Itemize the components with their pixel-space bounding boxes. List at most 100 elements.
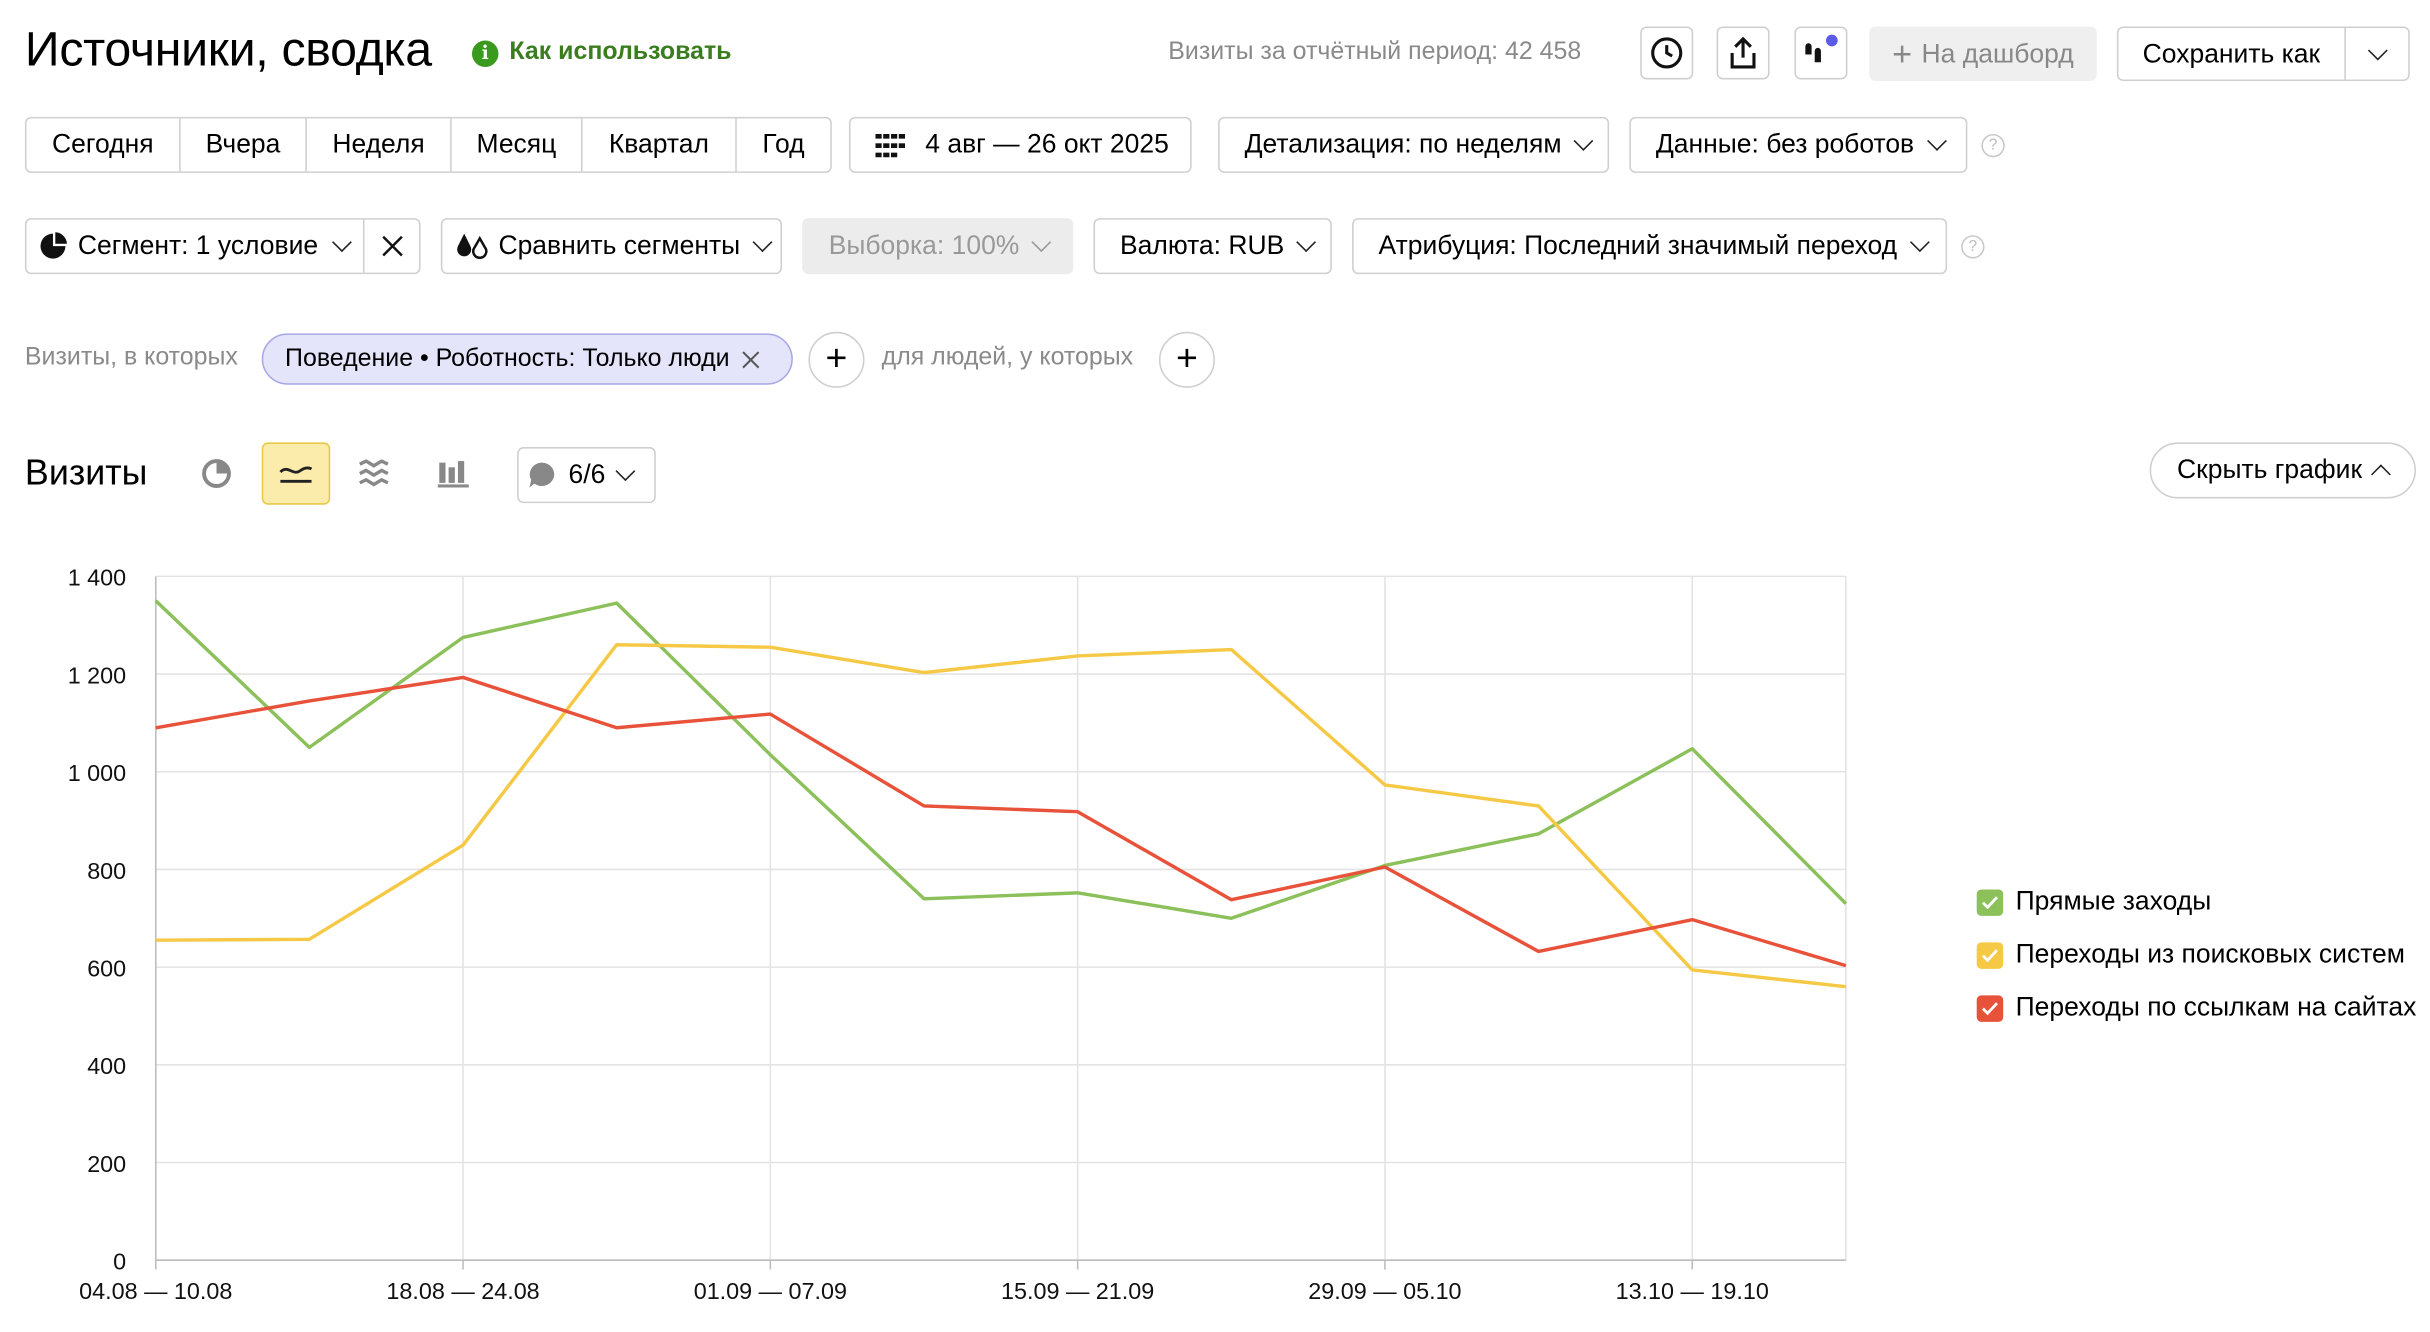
chart-title: Визиты xyxy=(24,451,148,493)
chevron-down-icon xyxy=(614,461,635,482)
y-tick-label: 1 200 xyxy=(68,662,126,688)
segment-dropdown[interactable]: Сегмент: 1 условие xyxy=(26,219,365,273)
pie-chart-type-button[interactable] xyxy=(182,442,251,504)
y-tick-label: 400 xyxy=(87,1053,126,1079)
feedback-button[interactable] xyxy=(1794,26,1848,80)
chevron-up-icon xyxy=(2371,463,2392,484)
series-line-2 xyxy=(155,643,1847,989)
annotations-count: 6/6 xyxy=(568,459,606,490)
y-tick-label: 1 000 xyxy=(68,760,126,786)
period-year[interactable]: Год xyxy=(762,129,805,159)
annotations-dropdown[interactable]: 6/6 xyxy=(517,447,656,504)
attribution-label: Атрибуция: Последний значимый переход xyxy=(1378,230,1898,261)
plus-icon: + xyxy=(1176,338,1198,381)
legend-item[interactable]: Прямые заходы xyxy=(1976,875,2417,928)
area-chart-type-button[interactable] xyxy=(340,442,409,504)
detail-label: Детализация: по неделям xyxy=(1244,129,1562,159)
export-button[interactable] xyxy=(1716,26,1770,80)
clock-icon xyxy=(1651,37,1683,69)
history-button[interactable] xyxy=(1640,26,1694,80)
hide-chart-button[interactable]: Скрыть график xyxy=(2149,442,2416,499)
x-tick-label: 01.09 — 07.09 xyxy=(694,1278,847,1304)
date-range-button[interactable]: 4 авг — 26 окт 2025 xyxy=(848,116,1192,173)
visits-total: Визиты за отчётный период: 42 458 xyxy=(1168,38,1582,66)
period-selector: Сегодня Вчера Неделя Месяц Квартал Год xyxy=(24,116,832,173)
period-month[interactable]: Месяц xyxy=(452,118,583,172)
save-as-label: Сохранить как xyxy=(2142,38,2321,68)
chevron-down-icon xyxy=(1574,131,1595,151)
feedback-icon xyxy=(1805,32,1841,63)
segment-label: Сегмент: 1 условие xyxy=(77,230,319,261)
info-icon: i xyxy=(471,39,499,67)
how-to-use-link[interactable]: i Как использовать xyxy=(471,39,732,67)
add-people-condition-button[interactable]: + xyxy=(1158,331,1215,388)
save-as-button[interactable]: Сохранить как xyxy=(2116,26,2410,81)
line-chart-icon xyxy=(279,466,313,483)
segment-button[interactable]: Сегмент: 1 условие xyxy=(24,218,421,275)
x-tick-label: 29.09 — 05.10 xyxy=(1308,1278,1461,1304)
add-visit-condition-button[interactable]: + xyxy=(808,331,865,388)
chevron-down-icon xyxy=(1909,232,1930,253)
help-icon[interactable]: ? xyxy=(1981,133,2005,158)
bar-chart-icon xyxy=(437,461,469,488)
chevron-down-icon xyxy=(332,232,353,253)
y-tick-label: 200 xyxy=(87,1151,126,1177)
y-tick-label: 0 xyxy=(113,1249,126,1275)
share-icon xyxy=(1730,36,1756,69)
filter-chip-label: Поведение • Роботность: Только люди xyxy=(285,345,730,372)
add-to-dashboard-label: На дашборд xyxy=(1921,38,2074,68)
filter-chip[interactable]: Поведение • Роботность: Только люди xyxy=(261,333,793,385)
visits-condition-label: Визиты, в которых xyxy=(24,344,238,371)
people-condition-label: для людей, у которых xyxy=(881,344,1134,371)
pie-segment-icon xyxy=(40,232,67,259)
pie-chart-icon xyxy=(202,459,231,488)
detail-dropdown[interactable]: Детализация: по неделям xyxy=(1218,116,1610,173)
compare-segments-button[interactable]: Сравнить сегменты xyxy=(440,218,782,275)
period-yesterday[interactable]: Вчера xyxy=(181,118,307,172)
add-to-dashboard-button[interactable]: + На дашборд xyxy=(1869,26,2097,81)
help-icon[interactable]: ? xyxy=(1961,235,1985,259)
y-tick-label: 600 xyxy=(87,955,126,981)
legend-item[interactable]: Переходы из поисковых систем xyxy=(1976,928,2417,981)
plus-icon: + xyxy=(825,338,848,381)
series-line-3 xyxy=(155,675,1847,968)
period-week[interactable]: Неделя xyxy=(307,118,452,172)
save-as-dropdown[interactable] xyxy=(2344,28,2408,80)
currency-label: Валюта: RUB xyxy=(1119,230,1285,261)
data-dropdown[interactable]: Данные: без роботов xyxy=(1629,116,1968,173)
x-tick-label: 04.08 — 10.08 xyxy=(79,1278,232,1304)
attribution-dropdown[interactable]: Атрибуция: Последний значимый переход xyxy=(1352,218,1948,275)
date-range-label: 4 авг — 26 окт 2025 xyxy=(925,129,1169,159)
page-title: Источники, сводка xyxy=(24,21,432,77)
bar-chart-type-button[interactable] xyxy=(419,442,488,504)
close-icon[interactable] xyxy=(742,350,761,369)
x-tick-label: 18.08 — 24.08 xyxy=(386,1278,539,1304)
checkbox-checked-icon[interactable] xyxy=(1976,994,2004,1022)
checkbox-checked-icon[interactable] xyxy=(1976,941,2004,969)
comment-icon xyxy=(529,462,555,488)
hide-chart-label: Скрыть график xyxy=(2177,454,2363,485)
period-quarter[interactable]: Квартал xyxy=(583,118,737,172)
plus-icon: + xyxy=(1892,33,1913,73)
legend-item[interactable]: Переходы по ссылкам на сайтах xyxy=(1976,981,2417,1034)
currency-dropdown[interactable]: Валюта: RUB xyxy=(1093,218,1332,275)
compare-drops-icon xyxy=(457,233,488,259)
calendar-icon xyxy=(875,133,906,157)
series-line-1 xyxy=(154,599,1848,920)
compare-segments-label: Сравнить сегменты xyxy=(498,230,741,261)
close-icon xyxy=(381,235,402,257)
chevron-down-icon xyxy=(2367,39,2387,60)
sample-label: Выборка: 100% xyxy=(828,230,1020,261)
y-tick-label: 800 xyxy=(87,858,126,884)
legend-label: Переходы по ссылкам на сайтах xyxy=(2015,992,2417,1022)
checkbox-checked-icon[interactable] xyxy=(1976,888,2004,916)
area-chart-icon xyxy=(359,459,389,487)
chart-legend: Прямые заходы Переходы из поисковых систе… xyxy=(1976,875,2417,1034)
legend-label: Прямые заходы xyxy=(2015,886,2212,916)
period-today[interactable]: Сегодня xyxy=(26,118,181,172)
legend-label: Переходы из поисковых систем xyxy=(2015,939,2405,969)
chevron-down-icon xyxy=(1296,232,1317,253)
clear-segment-button[interactable] xyxy=(364,220,419,273)
line-chart-type-button[interactable] xyxy=(261,442,331,505)
